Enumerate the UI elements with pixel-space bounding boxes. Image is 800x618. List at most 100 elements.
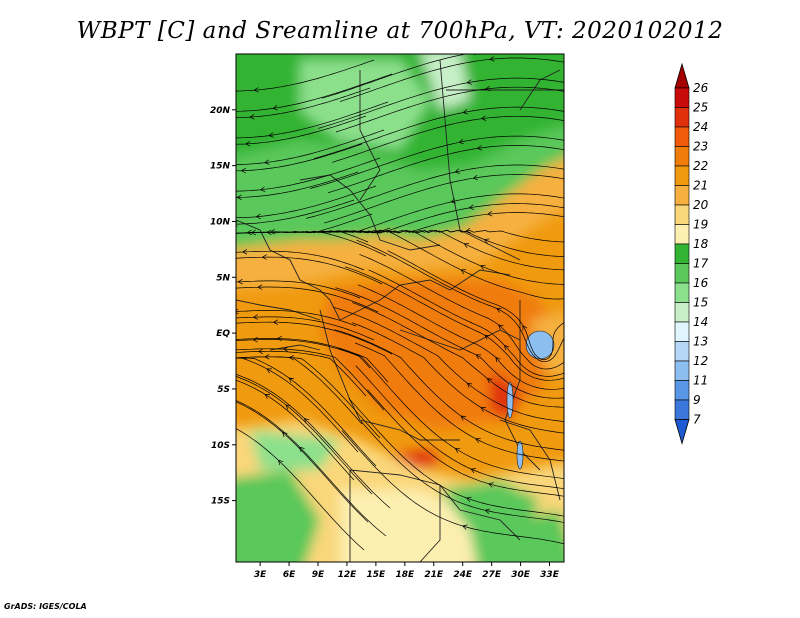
colorbar-min-arrow [674,419,690,445]
streamline [236,346,385,411]
colorbar-box [674,146,690,167]
streamline [314,106,564,159]
lat-label: 20N [210,106,231,116]
streamline [236,249,365,271]
colorbar-label: 7 [693,413,701,427]
streamline [236,59,375,93]
lat-label: 15S [211,497,230,507]
lat-label: 15N [210,162,231,172]
lon-label: 12E [338,570,358,580]
wbpt-field [236,54,564,562]
streamline [335,287,564,399]
streamline [236,171,359,201]
colorbar-label: 26 [693,81,709,95]
lon-label: 9E [312,570,325,580]
lat-label: EQ [216,329,230,339]
streamline [236,373,391,509]
lon-label: 21E [424,570,444,580]
streamline [327,145,564,194]
streamline [344,266,564,381]
streamline [236,129,385,165]
streamline [236,229,387,257]
streamline [236,357,377,467]
lon-label: 18E [395,570,415,580]
colorbar-box [674,107,690,128]
streamline [236,308,357,327]
streamline [236,336,371,369]
streamline [323,174,564,224]
streamline [236,87,371,120]
streamline [332,306,564,423]
colorbar-box [674,341,690,362]
colorbar-max-arrow [674,62,690,89]
lon-label: 15E [367,570,387,580]
streamline [236,348,367,397]
streamline [335,85,564,133]
colorbar-label: 17 [693,257,709,271]
colorbar-label: 24 [693,120,708,134]
streamline [310,135,564,189]
credit-text: GrADS: IGES/COLA [4,602,87,611]
streamline [236,254,383,285]
latitude-axis: 20N 15N 10N 5N EQ 5S 10S 15S [210,106,236,507]
streamline [236,319,393,355]
streamline [236,115,367,147]
colorbar-label: 23 [693,140,708,154]
colorbar-label: 25 [693,101,708,115]
lat-label: 10S [211,441,230,451]
streamline [236,185,377,220]
colorbar-box [674,399,690,420]
streamline [236,73,393,112]
lon-label: 33E [540,570,560,580]
colorbar-box [674,126,690,147]
colorbar-label: 19 [693,218,708,232]
streamline [236,376,373,495]
colorbar-label: 13 [693,335,708,349]
streamline [236,379,355,481]
streamline [356,239,564,363]
lon-label: 3E [254,570,267,580]
streamline [236,335,389,383]
streamline [236,143,363,174]
colorbar-label: 20 [693,198,709,212]
lat-label: 10N [210,217,231,227]
colorbar-label: 14 [693,315,708,329]
colorbar-box [674,204,690,225]
streamline [357,284,564,390]
colorbar: 26 25 24 23 22 21 20 19 18 17 16 15 14 13 12 11 9 7 [674,62,709,445]
colorbar-label: 21 [693,179,708,193]
colorbar-label: 12 [693,354,708,368]
colorbar-label: 15 [693,296,708,310]
streamline [355,342,564,462]
streamline [306,164,564,219]
colorbar-box [674,321,690,342]
lat-label: 5S [217,385,230,395]
country-borders [236,59,564,562]
streamline [351,322,564,434]
streamline [338,348,564,479]
longitude-axis: 3E 6E 9E 12E 15E 18E 21E 24E 27E 30E 33E [254,562,560,580]
streamline [236,101,389,139]
streamline [348,398,564,517]
colorbar-box [674,380,690,401]
lon-label: 24E [453,570,473,580]
colorbar-box [674,282,690,303]
colorbar-label: 22 [693,159,708,173]
streamline [334,329,564,451]
streamline [236,157,381,193]
map-frame [235,53,565,563]
streamline [236,199,355,227]
colorbar-label: 11 [693,374,708,388]
streamline [236,314,375,341]
streamline [318,77,564,129]
map-title: WBPT [C] and Sreamline at 700hPa, VT: 20… [76,18,724,44]
lon-label: 6E [283,570,296,580]
colorbar-box [674,165,690,186]
streamline [236,357,359,453]
streamline [318,230,564,300]
streamline [341,430,564,545]
lon-label: 30E [511,570,531,580]
streamline [331,115,564,163]
streamlines [236,54,564,551]
